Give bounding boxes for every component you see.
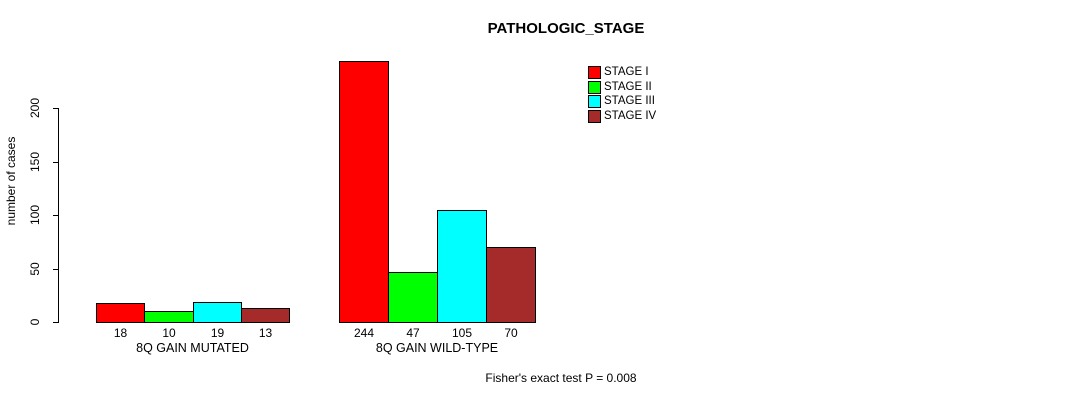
y-axis-tick-label: 150 bbox=[28, 151, 42, 173]
legend-item-stage-iv: STAGE IV bbox=[588, 109, 657, 123]
group-label-8q-gain-mutated: 8Q GAIN MUTATED bbox=[136, 341, 249, 355]
y-axis-label: number of cases bbox=[4, 136, 18, 226]
bar-value-label: 244 bbox=[353, 326, 375, 340]
y-axis-line bbox=[58, 108, 59, 323]
legend: STAGE I STAGE II STAGE III STAGE IV bbox=[588, 66, 656, 123]
y-axis-tick-label: 0 bbox=[28, 318, 42, 326]
legend-item-stage-i: STAGE I bbox=[588, 66, 656, 79]
bar-stage-iv-8q-gain-wild-type bbox=[486, 247, 536, 323]
legend-label: STAGE I bbox=[604, 66, 649, 78]
bar-value-label: 70 bbox=[504, 326, 518, 340]
bar-stage-iii-8q-gain-mutated bbox=[193, 302, 242, 323]
y-axis-tick bbox=[53, 215, 58, 216]
legend-swatch bbox=[588, 80, 601, 94]
legend-label: STAGE III bbox=[604, 95, 655, 107]
bar-value-label: 18 bbox=[113, 326, 128, 340]
bar-stage-iii-8q-gain-wild-type bbox=[437, 210, 487, 323]
y-axis-tick-label: 100 bbox=[28, 204, 42, 226]
y-axis-tick bbox=[53, 269, 58, 270]
bar-stage-i-8q-gain-wild-type bbox=[339, 61, 389, 323]
bar-value-label: 19 bbox=[210, 326, 225, 340]
y-axis-tick-label: 50 bbox=[28, 262, 42, 276]
bar-value-label: 105 bbox=[451, 326, 473, 340]
bar-value-label: 10 bbox=[162, 326, 176, 340]
legend-item-stage-iii: STAGE III bbox=[588, 95, 656, 108]
group-label-8q-gain-wild-type: 8Q GAIN WILD-TYPE bbox=[375, 341, 499, 355]
legend-swatch bbox=[588, 109, 601, 123]
bar-stage-ii-8q-gain-mutated bbox=[144, 311, 194, 323]
legend-item-stage-ii: STAGE II bbox=[588, 80, 656, 94]
legend-swatch bbox=[588, 95, 601, 108]
chart-title: PATHOLOGIC_STAGE bbox=[487, 20, 645, 37]
legend-swatch bbox=[588, 66, 601, 79]
bar-stage-iv-8q-gain-mutated bbox=[241, 308, 290, 323]
bar-value-label: 47 bbox=[406, 326, 420, 340]
legend-label: STAGE II bbox=[604, 80, 652, 93]
bar-stage-ii-8q-gain-wild-type bbox=[388, 272, 438, 323]
y-axis-tick bbox=[53, 322, 58, 323]
legend-label: STAGE IV bbox=[604, 109, 657, 122]
fisher-test-note: Fisher's exact test P = 0.008 bbox=[485, 371, 637, 385]
bar-value-label: 13 bbox=[258, 326, 273, 340]
y-axis-tick bbox=[53, 108, 58, 109]
y-axis-tick-label: 200 bbox=[28, 97, 42, 119]
bar-stage-i-8q-gain-mutated bbox=[96, 303, 145, 323]
y-axis-tick bbox=[53, 162, 58, 163]
